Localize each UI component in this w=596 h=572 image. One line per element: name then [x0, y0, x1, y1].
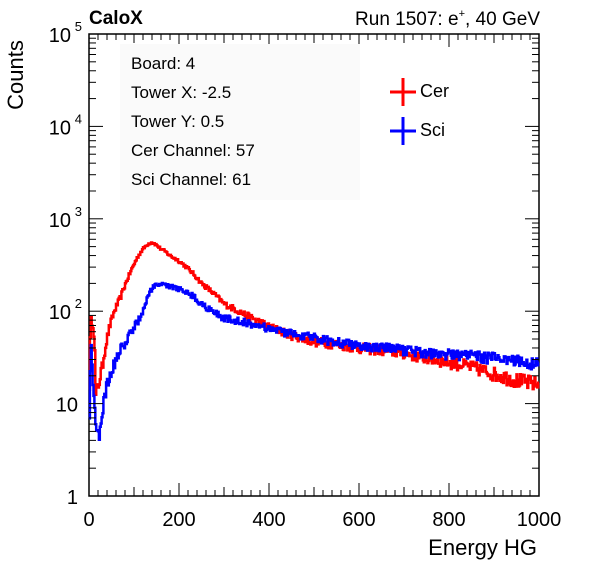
y-tick-exponent: 3 [75, 204, 82, 219]
brand-label: CaloX [89, 8, 143, 29]
x-tick-label: 1000 [517, 509, 562, 531]
y-tick-exponent: 5 [75, 19, 82, 34]
y-tick-exponent: 2 [75, 296, 82, 311]
run-tail: , 40 GeV [465, 9, 540, 30]
series-line-cer [88, 241, 540, 396]
y-tick-label: 10 [49, 210, 71, 232]
run-charge: + [458, 8, 465, 20]
info-line: Cer Channel: 57 [131, 141, 255, 160]
x-tick-label: 0 [83, 509, 94, 531]
info-line: Tower X: -2.5 [131, 83, 232, 102]
info-line: Sci Channel: 61 [131, 170, 252, 189]
y-tick-label: 1 [67, 487, 78, 509]
legend-label-sci: Sci [420, 120, 446, 140]
y-tick-label: 10 [56, 395, 78, 417]
x-axis-label: Energy HG [428, 535, 537, 560]
series-line-sci [88, 281, 540, 442]
y-tick-exponent: 4 [75, 111, 82, 126]
run-label: Run 1507: e+, 40 GeV [355, 8, 540, 31]
info-line: Board: 4 [131, 54, 196, 73]
y-tick-label: 10 [49, 302, 71, 324]
x-tick-label: 600 [342, 509, 375, 531]
y-tick-label: 10 [49, 25, 71, 47]
info-line: Tower Y: 0.5 [131, 112, 225, 131]
x-tick-label: 400 [252, 509, 285, 531]
run-text: Run 1507: e [355, 9, 459, 30]
x-tick-label: 800 [432, 509, 465, 531]
x-tick-label: 200 [162, 509, 195, 531]
y-axis-label: Counts [3, 40, 28, 110]
y-tick-label: 10 [49, 117, 71, 139]
info-box [120, 44, 360, 200]
legend-label-cer: Cer [420, 81, 450, 101]
